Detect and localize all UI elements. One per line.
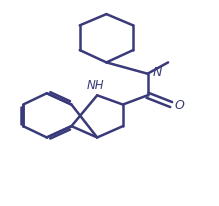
- Text: NH: NH: [86, 79, 104, 92]
- Text: O: O: [175, 99, 185, 111]
- Text: N: N: [153, 66, 162, 79]
